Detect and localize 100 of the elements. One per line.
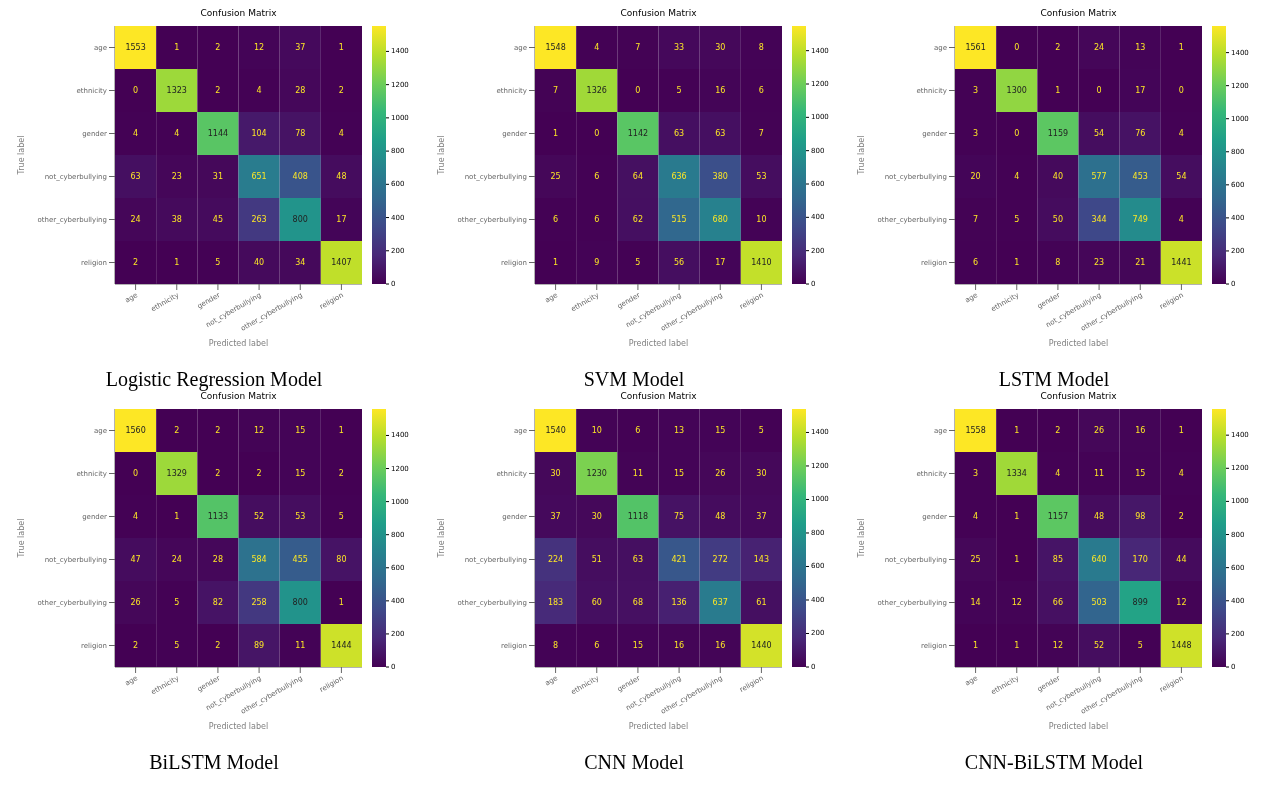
data-label: 64	[632, 172, 644, 181]
data-label: 30	[715, 43, 726, 52]
data-label: 60	[591, 598, 602, 607]
y-axis-title: True label	[436, 135, 446, 176]
data-label: 1326	[586, 86, 607, 95]
data-label: 14	[970, 598, 981, 607]
data-label: 16	[673, 641, 685, 650]
data-label: 5	[174, 598, 180, 607]
data-label: 2	[215, 469, 221, 478]
data-label: 5	[758, 426, 764, 435]
data-label: 26	[715, 469, 726, 478]
data-label: 800	[292, 215, 308, 224]
data-label: 1448	[1171, 641, 1192, 650]
data-label: 48	[336, 172, 347, 181]
data-label: 15	[632, 641, 644, 650]
data-label: 7	[758, 129, 764, 138]
data-label: 1159	[1047, 129, 1069, 138]
chart-title: Confusion Matrix	[1039, 8, 1118, 20]
data-label: 63	[632, 555, 644, 564]
data-label: 136	[671, 598, 687, 607]
data-label: 344	[1091, 215, 1107, 224]
data-label: 10	[756, 215, 767, 224]
data-label: 1	[1014, 641, 1020, 650]
data-label: 1	[1014, 555, 1020, 564]
data-label: 15	[295, 426, 306, 435]
data-label: 63	[715, 129, 726, 138]
data-label: 53	[756, 172, 767, 181]
data-label: 34	[295, 258, 306, 267]
data-label: 263	[251, 215, 267, 224]
data-label: 25	[550, 172, 561, 181]
data-label: 15	[715, 426, 726, 435]
data-label: 98	[1135, 512, 1146, 521]
data-label: 1548	[545, 43, 566, 52]
data-label: 33	[673, 43, 685, 52]
data-label: 0	[1014, 43, 1020, 52]
data-label: 1	[1178, 43, 1184, 52]
data-label: 637	[712, 598, 728, 607]
data-label: 66	[1052, 598, 1064, 607]
data-label: 56	[673, 258, 685, 267]
data-label: 1440	[751, 641, 772, 650]
data-label: 0	[133, 469, 139, 478]
data-label: 1300	[1006, 86, 1027, 95]
data-label: 421	[671, 555, 687, 564]
data-label: 4	[1178, 215, 1184, 224]
data-label: 53	[295, 512, 306, 521]
data-label: 68	[632, 598, 644, 607]
data-label: 2	[215, 641, 221, 650]
x-axis-title: Predicted label	[628, 339, 689, 348]
data-label: 1	[1055, 86, 1061, 95]
data-label: 20	[970, 172, 981, 181]
data-label: 80	[336, 555, 347, 564]
data-label: 1	[174, 43, 180, 52]
data-label: 38	[171, 215, 182, 224]
data-label: 13	[673, 426, 685, 435]
data-label: 4	[338, 129, 344, 138]
data-label: 44	[1176, 555, 1187, 564]
chart-title: Confusion Matrix	[619, 391, 698, 403]
data-label: 48	[715, 512, 726, 521]
data-label: 17	[715, 258, 726, 267]
data-label: 1	[174, 512, 180, 521]
data-label: 8	[1055, 258, 1061, 267]
data-label: 1560	[125, 426, 146, 435]
data-label: 12	[1176, 598, 1187, 607]
data-label: 1	[553, 258, 559, 267]
data-label: 1157	[1047, 512, 1069, 521]
data-label: 636	[671, 172, 687, 181]
data-label: 8	[758, 43, 764, 52]
data-label: 1144	[207, 129, 229, 138]
data-label: 51	[591, 555, 602, 564]
x-axis-title: Predicted label	[208, 339, 269, 348]
data-label: 1323	[166, 86, 187, 95]
y-axis-title: True label	[16, 135, 26, 176]
data-label: 23	[171, 172, 182, 181]
data-label: 8	[553, 641, 559, 650]
data-label: 0	[594, 129, 600, 138]
x-axis-title: Predicted label	[628, 722, 689, 731]
data-label: 6	[635, 426, 641, 435]
data-label: 1118	[627, 512, 649, 521]
data-label: 1407	[331, 258, 352, 267]
data-label: 37	[295, 43, 306, 52]
data-label: 749	[1132, 215, 1148, 224]
data-label: 272	[712, 555, 728, 564]
data-label: 2	[215, 43, 221, 52]
data-label: 7	[973, 215, 979, 224]
data-label: 4	[1055, 469, 1061, 478]
data-label: 2	[1055, 426, 1061, 435]
data-label: 1	[338, 43, 344, 52]
data-label: 24	[130, 215, 141, 224]
data-label: 21	[1135, 258, 1146, 267]
data-label: 2	[133, 258, 139, 267]
data-label: 4	[256, 86, 262, 95]
data-label: 6	[594, 172, 600, 181]
y-axis-title: True label	[856, 135, 866, 176]
data-label: 12	[1052, 641, 1064, 650]
data-label: 16	[1135, 426, 1146, 435]
data-label: 16	[715, 86, 726, 95]
data-label: 1334	[1006, 469, 1027, 478]
data-label: 62	[632, 215, 644, 224]
data-label: 0	[635, 86, 641, 95]
data-label: 503	[1091, 598, 1107, 607]
